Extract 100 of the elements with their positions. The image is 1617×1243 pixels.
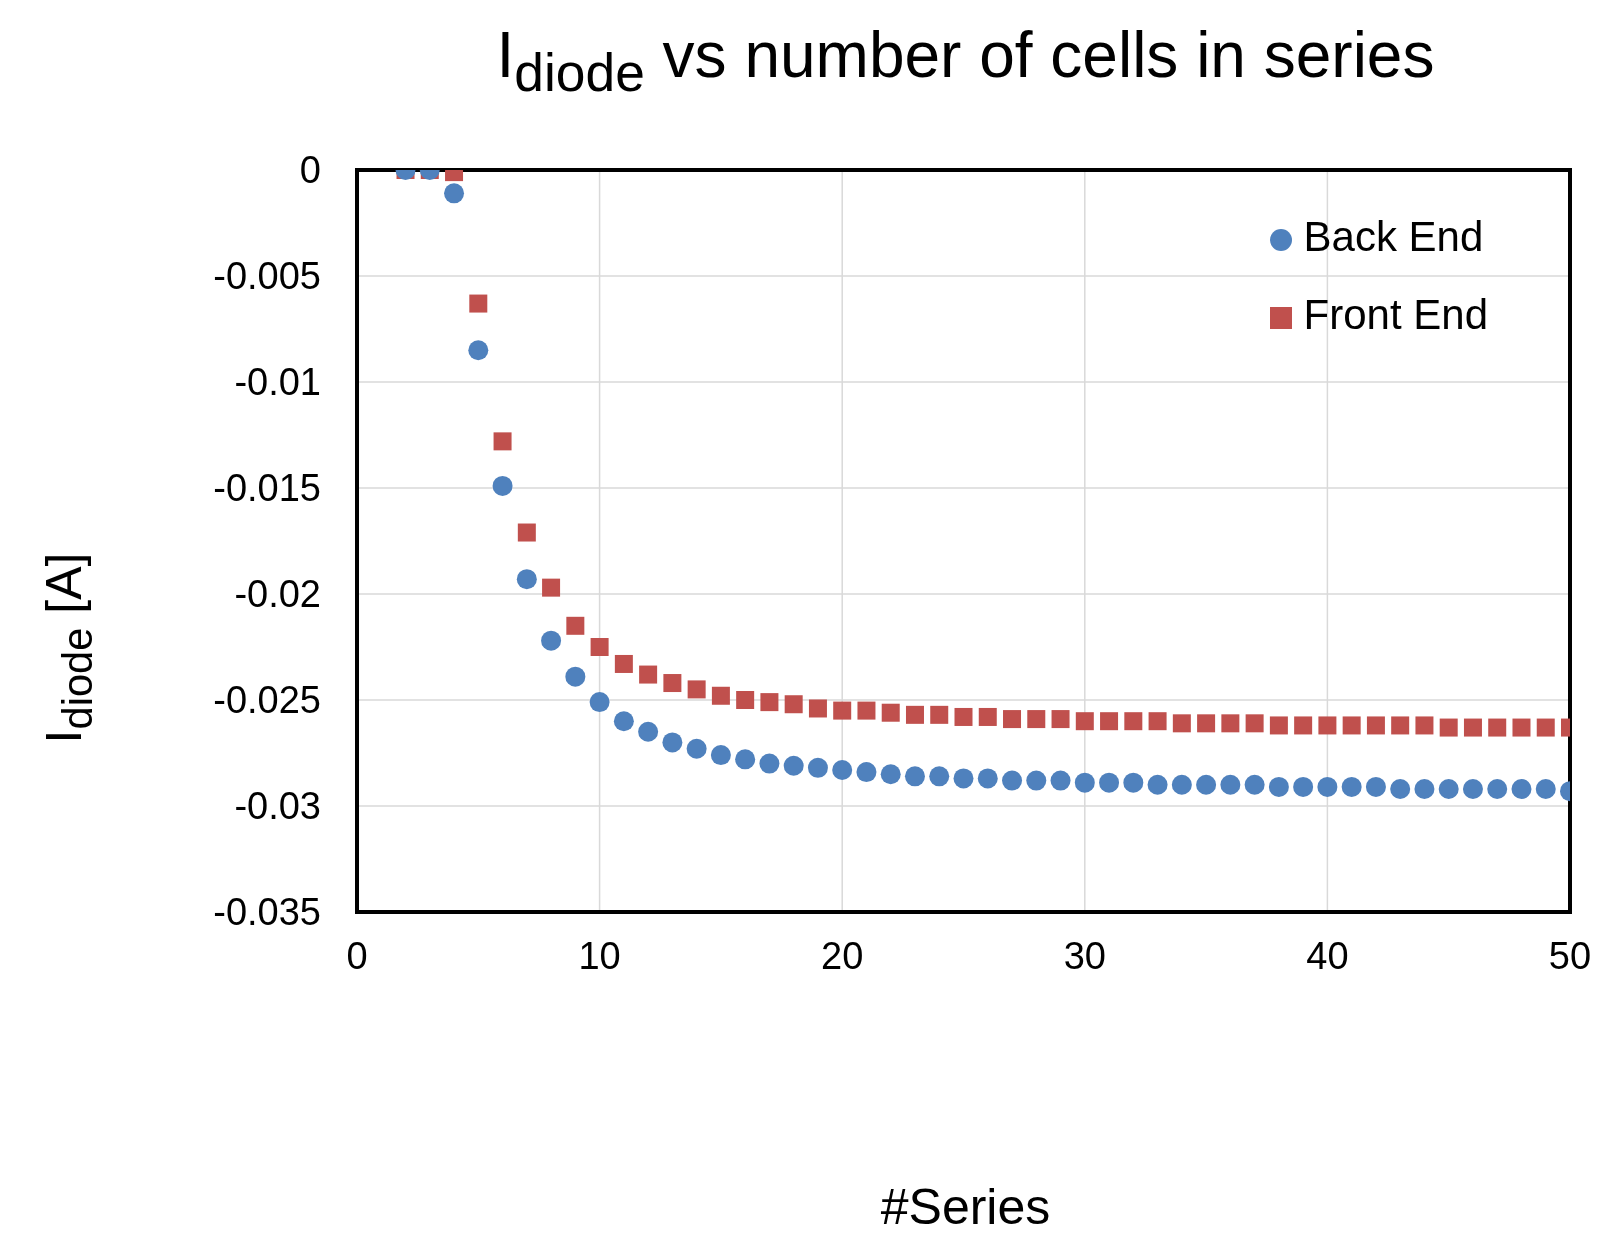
point bbox=[1294, 716, 1313, 735]
point bbox=[1268, 776, 1289, 797]
point bbox=[468, 340, 489, 361]
point bbox=[1220, 774, 1241, 795]
point bbox=[832, 759, 853, 780]
point bbox=[1196, 774, 1217, 795]
point bbox=[759, 753, 780, 774]
point bbox=[1391, 716, 1410, 735]
point bbox=[711, 686, 730, 705]
point bbox=[639, 665, 658, 684]
point bbox=[1148, 712, 1167, 731]
point bbox=[517, 523, 536, 542]
point bbox=[735, 749, 756, 770]
point bbox=[1487, 779, 1508, 800]
point bbox=[1027, 710, 1046, 729]
point bbox=[905, 705, 924, 724]
point bbox=[930, 705, 949, 724]
y-tick-label: -0.03 bbox=[234, 785, 321, 828]
point bbox=[1124, 712, 1143, 731]
x-tick-label: 20 bbox=[821, 934, 864, 977]
point bbox=[1050, 770, 1071, 791]
x-tick-label: 30 bbox=[1063, 934, 1106, 977]
point bbox=[589, 692, 610, 713]
x-axis-title: #Series bbox=[879, 1178, 1052, 1236]
point bbox=[953, 768, 974, 789]
point bbox=[1197, 714, 1216, 733]
point bbox=[687, 680, 706, 699]
x-tick-label: 10 bbox=[578, 934, 621, 977]
point bbox=[1003, 710, 1022, 729]
x-tick-label: 50 bbox=[1548, 934, 1592, 977]
point bbox=[566, 616, 585, 635]
y-tick-label: -0.02 bbox=[234, 573, 321, 616]
point bbox=[1414, 779, 1435, 800]
point bbox=[1074, 772, 1095, 793]
point bbox=[977, 768, 998, 789]
point bbox=[1318, 716, 1337, 735]
point bbox=[663, 674, 682, 693]
point bbox=[1221, 714, 1240, 733]
y-tick-label: -0.005 bbox=[213, 255, 321, 298]
y-tick-label: -0.015 bbox=[213, 467, 321, 510]
point bbox=[1439, 718, 1458, 737]
x-tick-label: 0 bbox=[346, 934, 368, 977]
point bbox=[1099, 772, 1120, 793]
point bbox=[686, 738, 707, 759]
point bbox=[565, 666, 586, 687]
point bbox=[1123, 772, 1144, 793]
point bbox=[1438, 779, 1459, 800]
point bbox=[662, 732, 683, 753]
point bbox=[613, 711, 634, 732]
point bbox=[1366, 716, 1385, 735]
point bbox=[1026, 770, 1047, 791]
point bbox=[1244, 774, 1265, 795]
point bbox=[710, 745, 731, 766]
point bbox=[1269, 716, 1288, 735]
point bbox=[880, 764, 901, 785]
point bbox=[541, 630, 562, 651]
point bbox=[516, 569, 537, 590]
point bbox=[856, 762, 877, 783]
point bbox=[784, 695, 803, 714]
point bbox=[857, 701, 876, 720]
point bbox=[807, 757, 828, 778]
y-tick-label: -0.035 bbox=[213, 891, 321, 934]
point bbox=[1171, 774, 1192, 795]
point bbox=[1147, 774, 1168, 795]
point bbox=[614, 654, 633, 673]
point bbox=[929, 766, 950, 787]
point bbox=[493, 432, 512, 451]
y-tick-label: -0.01 bbox=[234, 361, 321, 404]
legend-label: Front End bbox=[1303, 291, 1488, 338]
point bbox=[1511, 779, 1532, 800]
point bbox=[1002, 770, 1023, 791]
point bbox=[881, 703, 900, 722]
point bbox=[1342, 716, 1361, 735]
point bbox=[1245, 714, 1264, 733]
point bbox=[542, 578, 561, 597]
point bbox=[808, 699, 827, 718]
point bbox=[1535, 779, 1556, 800]
point bbox=[444, 183, 465, 204]
point bbox=[1341, 776, 1362, 797]
point bbox=[1536, 718, 1555, 737]
point bbox=[1051, 710, 1070, 729]
y-tick-label: -0.025 bbox=[213, 679, 321, 722]
point bbox=[492, 475, 513, 496]
point bbox=[469, 294, 488, 313]
point bbox=[1462, 779, 1483, 800]
point bbox=[590, 638, 609, 656]
legend-label: Back End bbox=[1303, 213, 1484, 260]
x-tick-label: 40 bbox=[1306, 934, 1349, 977]
point bbox=[638, 721, 659, 742]
point bbox=[1390, 779, 1411, 800]
point bbox=[760, 693, 779, 712]
point bbox=[1463, 718, 1482, 737]
point bbox=[1512, 718, 1531, 737]
point bbox=[1293, 776, 1314, 797]
point bbox=[1172, 714, 1191, 733]
point bbox=[1075, 712, 1094, 731]
point bbox=[1365, 776, 1386, 797]
point bbox=[904, 766, 925, 787]
y-tick-label: 0 bbox=[299, 149, 321, 192]
point bbox=[978, 707, 997, 726]
